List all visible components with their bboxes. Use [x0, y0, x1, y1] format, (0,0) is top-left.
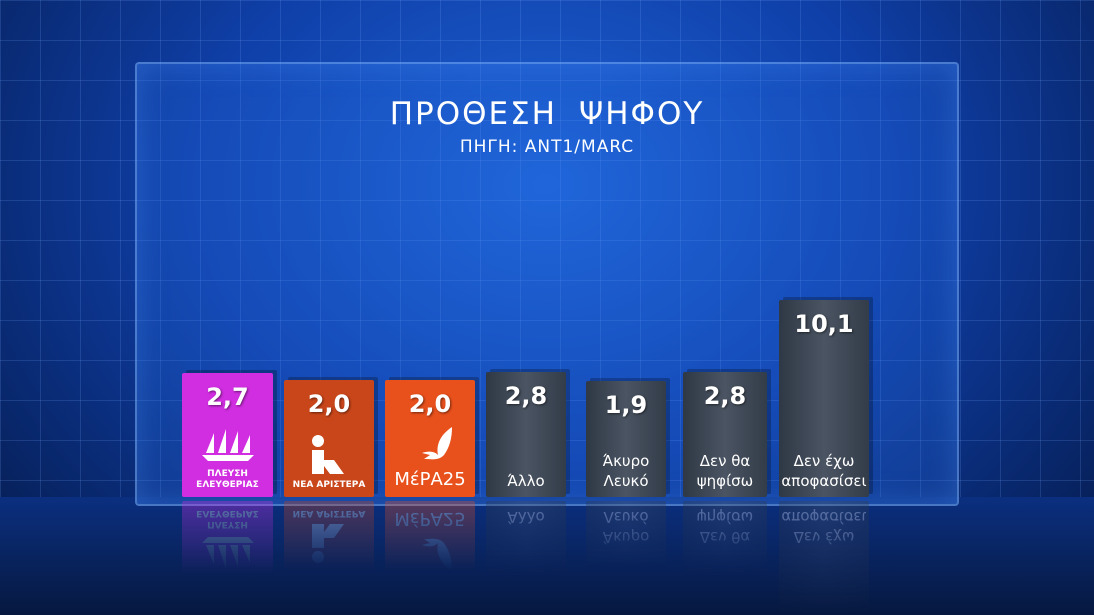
bar: 2,8 Άλλο	[486, 372, 566, 497]
bar: 2,7 ΠΛΕΥΣΗ ΕΛΕΥΘΕΡΙΑΣ	[182, 373, 273, 497]
swallow-logo-icon: ΜέΡΑ25	[385, 425, 475, 491]
category-label: ΠΛΕΥΣΗ ΕΛΕΥΘΕΡΙΑΣ	[196, 469, 259, 490]
data-label: 2,0	[307, 390, 351, 418]
bars: 2,7 ΠΛΕΥΣΗ ΕΛΕΥΘΕΡΙΑΣ 2,0 ΝΕΑ ΑΡΙΣΤΕΡΑ 2,0 Μέ…	[182, 0, 882, 497]
bar: 1,9 Άκυρο Λευκό	[586, 381, 666, 497]
bar: 2,0 ΝΕΑ ΑΡΙΣΤΕΡΑ	[284, 380, 374, 497]
category-label: Δεν έχω αποφασίσει	[781, 452, 867, 490]
data-label: 2,0	[408, 390, 452, 418]
bar: 2,8 Δεν θα ψηφίσω	[683, 372, 767, 497]
data-label: 2,8	[504, 382, 548, 410]
data-label: 2,7	[206, 383, 249, 411]
bar: 10,1 Δεν έχω αποφασίσει	[779, 300, 869, 497]
chart-subtitle: ΠΗΓΗ: ANT1/MARC	[459, 137, 635, 157]
chart-title: ΠΡΟΘΕΣΗ ΨΗΦΟΥ	[389, 96, 705, 132]
category-label: ΝΕΑ ΑΡΙΣΤΕΡΑ	[292, 480, 366, 490]
ships-logo-icon: ΠΛΕΥΣΗ ΕΛΕΥΘΕΡΙΑΣ	[182, 425, 273, 491]
data-label: 10,1	[794, 310, 854, 338]
data-label: 1,9	[604, 391, 648, 419]
category-label: Δεν θα ψηφίσω	[696, 452, 754, 490]
person-logo-icon: ΝΕΑ ΑΡΙΣΤΕΡΑ	[284, 434, 374, 491]
bar: 2,0 ΜέΡΑ25	[385, 380, 475, 497]
category-label: ΜέΡΑ25	[394, 469, 466, 490]
floor	[0, 497, 1094, 615]
category-label: Άκυρο Λευκό	[602, 452, 650, 490]
data-label: 2,8	[703, 382, 747, 410]
category-label: Άλλο	[507, 472, 545, 490]
